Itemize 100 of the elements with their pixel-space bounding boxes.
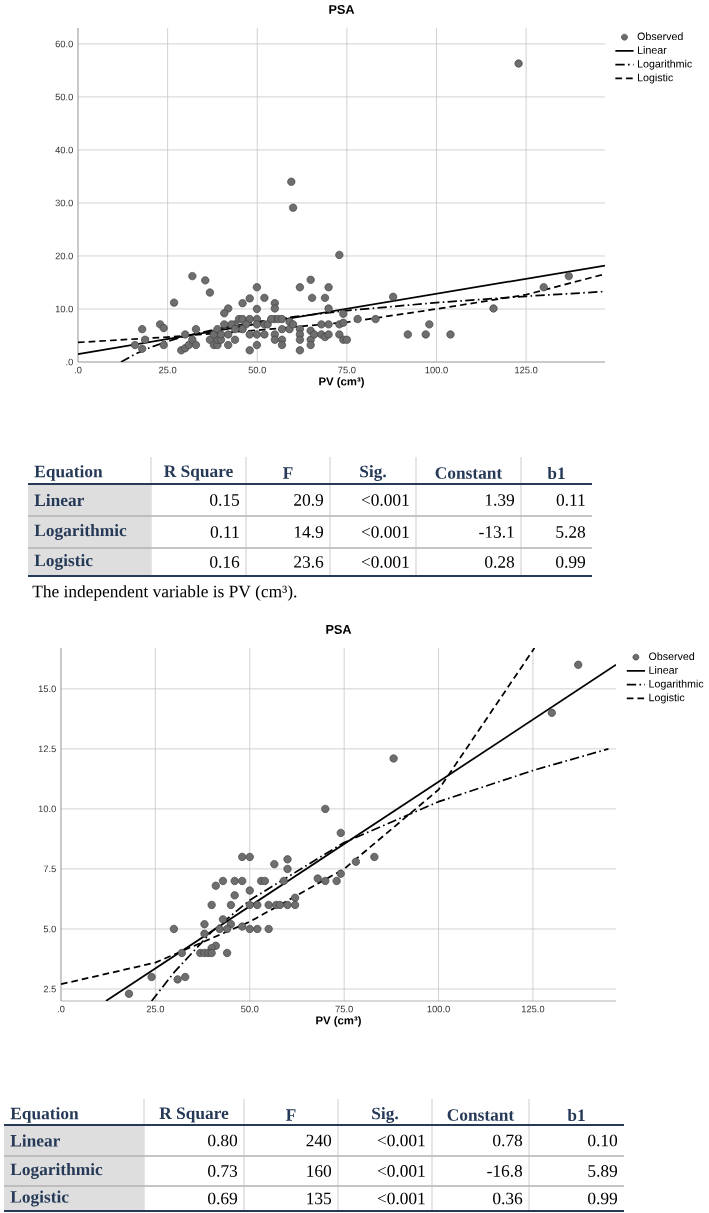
point [253,900,262,910]
text: 160 [307,1165,332,1177]
text: Equation [34,465,103,481]
y-tick-label: 7.5 [43,865,56,873]
x-tick-label: .0 [74,366,82,374]
text: Sig. [372,1107,398,1123]
point [245,900,254,910]
point [238,922,247,931]
point [321,804,330,813]
x-tick-label: 100.0 [427,1005,450,1013]
text: Logistic [10,1190,69,1207]
text: The independent variable is PV (cm³). [32,585,297,601]
text: Constant [435,467,503,479]
point [547,708,556,717]
point [389,754,398,763]
text: 0.15 [210,494,240,506]
point [336,828,345,837]
point [264,900,273,910]
y-tick-label: 15.0 [38,685,56,693]
point [321,876,330,886]
point [245,852,254,861]
point [215,924,224,934]
text: Logarithmic [34,524,127,540]
text: 0.11 [556,494,585,506]
chart-title: PSA [329,5,355,14]
text: 135 [307,1192,332,1205]
text: 0.16 [210,556,240,568]
text: <0.001 [361,494,409,506]
x-tick-label: 25.0 [159,366,177,374]
y-tick-label: 30.0 [55,199,73,207]
y-tick-label: 50.0 [55,93,73,101]
x-tick-label: 50.0 [241,1005,259,1013]
point [370,852,379,861]
x-tick-label: 100.0 [425,366,448,374]
text: -13.1 [479,526,514,538]
point [245,924,254,934]
y-tick-label: 20.0 [55,252,73,260]
point [207,900,216,910]
point [283,855,292,864]
y-tick-label: 10.0 [55,305,73,313]
legend-label: Linear [649,665,678,674]
text: 0.28 [485,556,515,568]
text: 0.99 [588,1192,618,1205]
point [238,852,247,861]
point [181,972,190,982]
text: R Square [159,1107,229,1123]
y-tick-label: .0 [66,358,73,366]
point [223,924,232,934]
point [238,876,247,886]
point [264,924,273,934]
point [313,874,322,883]
text: <0.001 [377,1134,425,1147]
text: <0.001 [377,1165,425,1177]
x-tick-label: 125.0 [515,366,538,374]
point [253,924,262,934]
point [245,886,254,895]
x-tick-label: 75.0 [338,366,356,374]
point [351,857,360,866]
text: 0.11 [210,526,239,538]
text: 23.6 [294,556,324,568]
point [291,900,300,910]
text: 0.78 [493,1134,523,1147]
y-tick-label: 12.5 [38,745,56,753]
text: 0.36 [493,1192,523,1205]
x-tick-label: 125.0 [521,1005,545,1013]
text: 240 [306,1134,332,1147]
y-tick-label: 10.0 [38,805,56,813]
legend-label: Observed [637,32,683,41]
point [218,915,228,924]
text: Constant [447,1109,515,1121]
point [336,869,345,878]
point [291,893,300,902]
text: 5.28 [556,526,586,538]
legend-label: Observed [649,652,695,661]
point [169,924,178,934]
y-tick-label: 40.0 [55,146,73,154]
text: Logarithmic [10,1163,103,1179]
x-axis-title: PV (cm³) [319,377,364,388]
text: Equation [10,1107,79,1123]
point [275,900,285,910]
legend-label: Logarithmic [649,679,704,690]
legend-label: Logistic [637,73,673,84]
chart-title: PSA [326,624,352,634]
text: 0.99 [556,556,586,568]
legend-label: Logistic [649,693,685,704]
point [574,660,583,669]
point [218,876,228,886]
text: R Square [164,465,233,481]
text: 1.39 [485,494,515,506]
point [173,975,182,984]
x-tick-label: 75.0 [335,1005,353,1013]
point [226,900,235,910]
text: 20.9 [294,494,324,506]
text: 5.89 [588,1165,618,1177]
point [270,860,279,869]
x-axis-title: PV (cm³) [316,1016,361,1027]
text: F [283,467,293,479]
text: <0.001 [377,1192,425,1205]
text: 0.73 [208,1165,238,1177]
point [230,876,239,886]
